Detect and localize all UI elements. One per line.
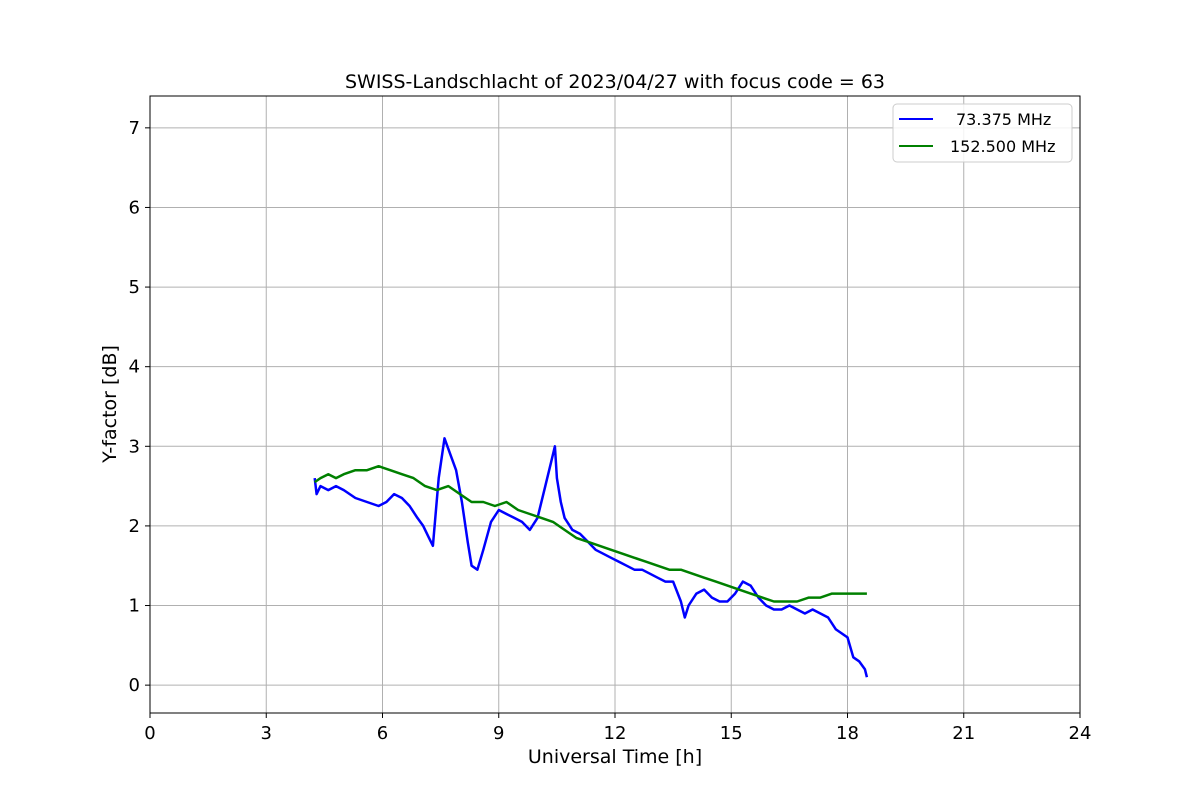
legend-box [892,103,1073,163]
x-tick-label: 21 [952,723,975,744]
x-tick-label: 24 [1069,723,1092,744]
chart-title: SWISS-Landschlacht of 2023/04/27 with fo… [345,71,885,93]
legend-label-152500: 152.500 MHz [950,137,1055,156]
x-tick-label: 12 [604,723,627,744]
y-tick-label: 3 [129,436,140,457]
y-tick-label: 5 [129,277,140,298]
x-tick-label: 6 [377,723,388,744]
y-tick-label: 0 [129,675,140,696]
y-tick-label: 2 [129,516,140,537]
y-tick-label: 1 [129,596,140,617]
legend: 73.375 MHz 152.500 MHz [892,103,1073,163]
x-tick-label: 15 [720,723,743,744]
y-axis-label: Y-factor [dB] [99,345,121,464]
series-line-73-375-mhz [313,437,869,678]
y-tick-label: 7 [129,118,140,139]
x-tick-label: 9 [493,723,504,744]
plot-area [313,437,869,678]
y-tick-label: 6 [129,197,140,218]
x-tick-label: 0 [144,723,155,744]
series-line-152-500-mhz [313,464,867,603]
y-tick-label: 4 [129,357,140,378]
x-tick-label: 3 [261,723,272,744]
legend-label-73375: 73.375 MHz [956,110,1051,129]
x-tick-label: 18 [836,723,859,744]
x-axis-label: Universal Time [h] [528,746,702,768]
